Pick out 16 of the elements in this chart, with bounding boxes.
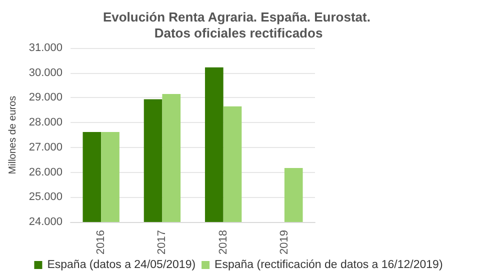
y-tick-label: 29.000 xyxy=(28,92,63,104)
y-tick-label: 26.000 xyxy=(28,166,63,178)
y-tick-label: 31.000 xyxy=(28,42,63,54)
legend-label: España (datos a 24/05/2019) xyxy=(47,259,196,271)
y-tick-label: 25.000 xyxy=(28,191,63,204)
legend-label: España (rectificación de datos a 16/12/2019) xyxy=(214,259,443,271)
chart-title: Evolución Renta Agraria. España. Eurostat. Datos oficiales rectificados xyxy=(102,10,374,40)
y-tick-label: 27.000 xyxy=(28,141,63,154)
x-tick-label: 2018 xyxy=(217,230,230,254)
y-tick-label: 30.000 xyxy=(28,66,63,79)
x-tick-label: 2019 xyxy=(278,230,290,254)
y-tick-label: 28.000 xyxy=(28,116,63,129)
x-tick-label: 2017 xyxy=(156,230,168,254)
y-tick-label: 24.000 xyxy=(28,216,63,228)
y-axis-title: Millones de euros xyxy=(8,96,18,174)
x-tick-label: 2016 xyxy=(95,230,108,254)
